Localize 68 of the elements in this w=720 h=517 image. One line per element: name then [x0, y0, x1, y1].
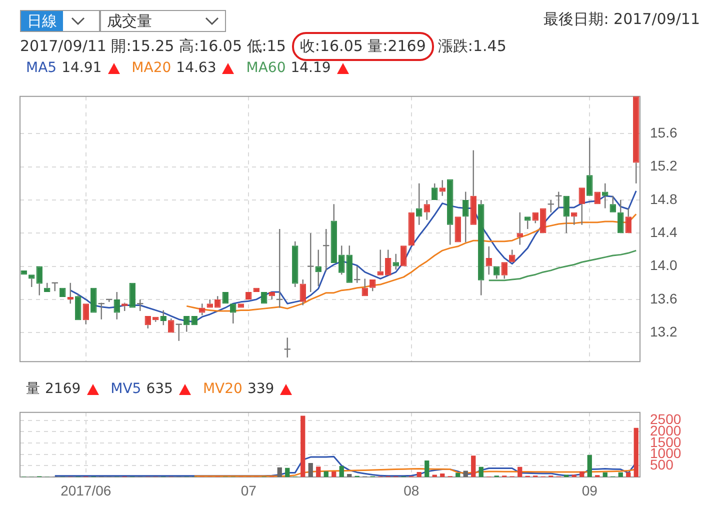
candlestick	[82, 304, 89, 325]
bar	[300, 416, 306, 477]
candlestick	[338, 244, 345, 276]
candlestick	[306, 232, 314, 293]
candlestick	[602, 182, 608, 209]
bar	[478, 466, 484, 477]
candlestick	[462, 191, 469, 243]
bar	[285, 468, 290, 477]
candlestick	[478, 199, 484, 296]
bar	[587, 455, 592, 477]
candlestick	[175, 324, 183, 342]
bar	[316, 466, 321, 477]
y-tick-label: 13.6	[650, 290, 678, 306]
candlestick	[516, 212, 523, 246]
candlestick	[578, 188, 585, 226]
candlestick	[618, 199, 624, 234]
text: 2017/09/11 開:15.25 高:16.05 低:15	[20, 37, 286, 56]
y-tick-label: 14.4	[650, 224, 678, 240]
bar	[456, 472, 460, 477]
bar	[440, 473, 445, 477]
x-tick-label: 07	[240, 482, 257, 498]
bar	[277, 467, 282, 477]
chart-title: 最後日期: 2017/09/11	[544, 10, 700, 29]
y-tick-label: 13.2	[650, 323, 678, 340]
candlestick	[470, 150, 476, 225]
bar	[347, 474, 352, 477]
candlestick	[447, 179, 454, 246]
candlestick	[586, 137, 593, 196]
y-tick-label: 500	[650, 456, 674, 473]
text: MA60 14.19	[246, 60, 331, 76]
text: 量 2169	[26, 380, 81, 398]
text: MA20 14.63	[132, 60, 216, 76]
x-tick-label: 2017/06	[60, 482, 112, 498]
candlestick	[346, 244, 352, 283]
bar	[324, 471, 328, 477]
candlestick	[563, 196, 570, 234]
bar	[332, 472, 336, 477]
text: 漲跌:1.45	[438, 37, 506, 56]
text: MA5 14.91	[26, 60, 102, 76]
text: 成交量	[107, 11, 152, 31]
candlestick	[67, 282, 74, 304]
bar	[634, 428, 638, 477]
bar	[471, 456, 476, 477]
bar	[416, 472, 422, 477]
x-tick-label: 09	[582, 482, 598, 498]
y-tick-label: 15.6	[650, 124, 678, 141]
candlestick	[392, 253, 399, 270]
y-tick-label: 14.8	[650, 190, 678, 207]
bar	[602, 472, 608, 477]
candlestick	[330, 204, 337, 263]
text: MV5 635	[110, 381, 173, 397]
candlestick	[633, 96, 640, 184]
bar	[308, 463, 313, 477]
y-tick-label: 14.0	[650, 257, 678, 274]
bar	[339, 466, 344, 477]
text: 日線	[21, 11, 63, 31]
y-tick-label: 15.2	[650, 158, 678, 174]
candlestick	[114, 291, 120, 320]
candlestick	[284, 336, 292, 358]
bar	[463, 470, 468, 477]
bar	[518, 466, 522, 477]
text: 收:16.05 量:2169	[300, 37, 426, 56]
bar	[626, 472, 631, 477]
x-tick-label: 08	[404, 482, 420, 498]
bar	[580, 472, 584, 477]
bar	[618, 472, 623, 477]
bar	[424, 460, 430, 477]
text: MV20 339	[202, 381, 274, 397]
